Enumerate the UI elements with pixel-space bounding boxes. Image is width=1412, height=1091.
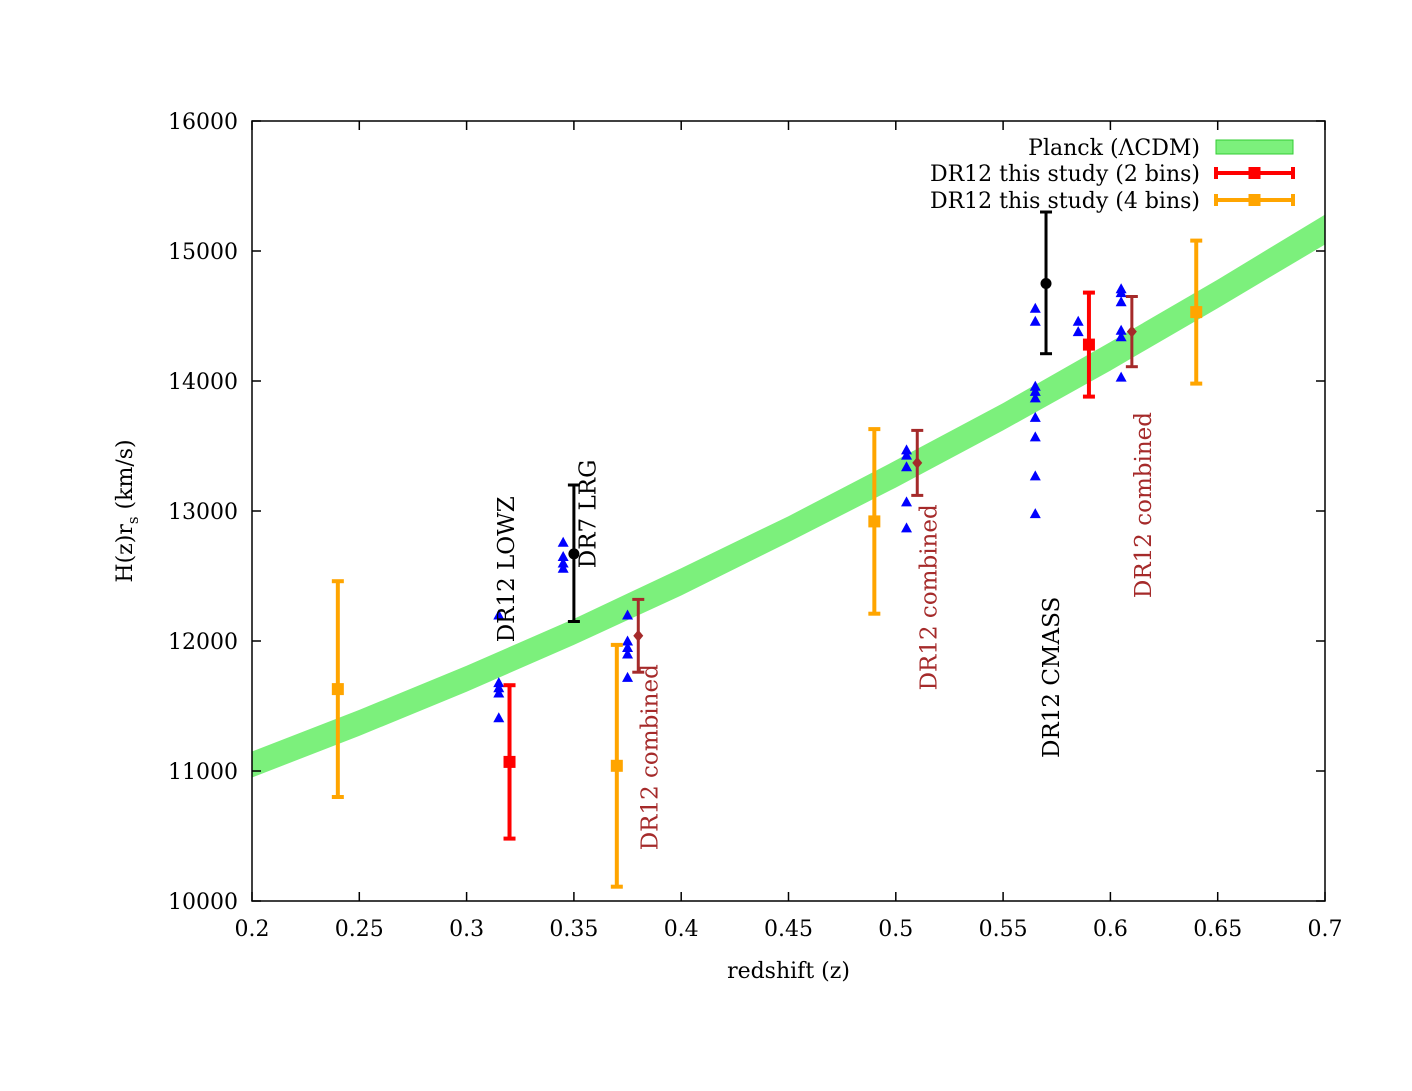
blue-triangle-marker-25 bbox=[1029, 431, 1041, 442]
blue-triangle-marker-15 bbox=[901, 449, 913, 460]
blue-triangle-marker-19 bbox=[1029, 302, 1041, 313]
blue-triangle-marker-31 bbox=[1115, 287, 1127, 298]
y-tick-label-6: 16000 bbox=[168, 110, 238, 135]
blue-triangle-marker-12 bbox=[622, 648, 634, 659]
x-tick-label-5: 0.45 bbox=[764, 917, 813, 942]
y-axis-label: H(z)rs (km/s) bbox=[113, 439, 142, 582]
x-tick-label-7: 0.55 bbox=[979, 917, 1028, 942]
legend-label-four-bins: DR12 this study (4 bins) bbox=[930, 189, 1200, 214]
four-bins-point-1 bbox=[610, 759, 623, 772]
leg-sym2-marker bbox=[1248, 167, 1261, 179]
blue-triangle-marker-34 bbox=[1115, 331, 1127, 342]
two-bins-point-1 bbox=[1082, 338, 1095, 351]
two-bins-point-0 bbox=[503, 755, 516, 768]
annotation-3: DR12 combined bbox=[917, 504, 943, 690]
blue-triangle-marker-23 bbox=[1029, 392, 1041, 403]
blue-triangle-marker-4 bbox=[493, 712, 505, 723]
annotation-2: DR12 combined bbox=[638, 664, 664, 850]
y-tick-label-0: 10000 bbox=[168, 890, 238, 915]
x-tick-label-9: 0.65 bbox=[1193, 917, 1242, 942]
x-tick-label-10: 0.7 bbox=[1308, 917, 1343, 942]
x-tick-label-2: 0.3 bbox=[449, 917, 484, 942]
annotation-0: DR12 LOWZ bbox=[494, 496, 520, 642]
black-point-0 bbox=[568, 548, 580, 560]
blue-triangle-marker-16 bbox=[901, 461, 913, 472]
blue-triangle-marker-2 bbox=[493, 682, 505, 693]
plot-frame bbox=[251, 120, 1326, 902]
combined-point-2 bbox=[1126, 325, 1137, 338]
blue-triangle-marker-11 bbox=[622, 642, 634, 652]
combined-point-0 bbox=[633, 629, 644, 642]
tick-layer: 0.2 0.25 0.3 0.35 0.4 0.45 0.5 0.55 0.6 0.65 0.7 10… bbox=[168, 110, 1343, 942]
data-layer bbox=[331, 210, 1203, 889]
blue-triangle-marker-24 bbox=[1029, 411, 1041, 422]
y-axis-label-unit: (km/s) bbox=[113, 439, 138, 516]
blue-triangle-marker-10 bbox=[622, 635, 634, 646]
x-tick-label-8: 0.6 bbox=[1093, 917, 1128, 942]
blue-triangle-marker-7 bbox=[557, 557, 569, 568]
four-bins-point-3 bbox=[1190, 306, 1203, 319]
blue-triangle-marker-35 bbox=[1115, 371, 1127, 382]
x-tick-label-4: 0.4 bbox=[664, 917, 699, 942]
y-axis-label-subscript: s bbox=[124, 516, 142, 524]
blue-triangle-marker-13 bbox=[622, 671, 634, 682]
x-tick-label-6: 0.5 bbox=[878, 917, 913, 942]
y-tick-label-1: 11000 bbox=[168, 760, 238, 785]
blue-triangle-marker-20 bbox=[1029, 315, 1041, 326]
planck-band bbox=[252, 214, 1325, 778]
blue-triangle-marker-1 bbox=[493, 677, 505, 688]
legend: Planck (ΛCDM) DR12 this study (2 bins) D… bbox=[930, 136, 1295, 214]
annotation-4: DR12 CMASS bbox=[1039, 597, 1065, 758]
black-point-1 bbox=[1040, 278, 1052, 289]
blue-triangle-marker-28 bbox=[1072, 315, 1084, 326]
annotation-5: DR12 combined bbox=[1131, 412, 1157, 598]
blue-triangle-marker-26 bbox=[1029, 470, 1041, 481]
y-tick-label-5: 15000 bbox=[168, 240, 238, 265]
blue-triangle-marker-22 bbox=[1029, 385, 1041, 396]
blue-triangle-marker-29 bbox=[1072, 326, 1084, 337]
annotation-1: DR7 LRG bbox=[575, 460, 601, 569]
y-tick-label-2: 12000 bbox=[168, 630, 238, 655]
blue-triangle-marker-9 bbox=[622, 609, 634, 620]
y-tick-label-3: 13000 bbox=[168, 500, 238, 525]
y-axis-label-main: H(z)r bbox=[113, 524, 138, 583]
blue-triangle-marker-21 bbox=[1029, 380, 1041, 391]
blue-triangle-marker-5 bbox=[557, 536, 569, 547]
blue-triangle-marker-32 bbox=[1115, 296, 1127, 307]
y-tick-label-4: 14000 bbox=[168, 370, 238, 395]
four-bins-point-2 bbox=[868, 515, 881, 528]
leg-sym3-marker bbox=[1248, 194, 1261, 206]
blue-triangle-marker-27 bbox=[1029, 508, 1041, 519]
four-bins-point-0 bbox=[331, 683, 344, 696]
blue-triangle-marker-33 bbox=[1115, 324, 1127, 335]
blue-triangle-marker-3 bbox=[493, 687, 505, 698]
blue-triangle-marker-18 bbox=[901, 522, 913, 533]
combined-point-1 bbox=[912, 456, 923, 469]
legend-symbol-two-bins bbox=[1214, 167, 1295, 179]
blue-triangle-marker-0 bbox=[493, 609, 505, 620]
planck-band-layer bbox=[252, 214, 1325, 778]
blue-triangle-marker-8 bbox=[557, 562, 569, 573]
legend-swatch-planck bbox=[1215, 139, 1294, 155]
x-tick-label-3: 0.35 bbox=[549, 917, 598, 942]
legend-symbol-four-bins bbox=[1214, 194, 1295, 206]
blue-triangle-marker-17 bbox=[901, 496, 913, 507]
x-tick-label-1: 0.25 bbox=[335, 917, 384, 942]
x-tick-label-0: 0.2 bbox=[235, 917, 270, 942]
legend-label-planck: Planck (ΛCDM) bbox=[1028, 136, 1200, 161]
x-axis-label: redshift (z) bbox=[727, 959, 850, 984]
annotation-layer: DR12 LOWZ DR7 LRG DR12 combined DR12 combin… bbox=[494, 412, 1157, 851]
legend-label-two-bins: DR12 this study (2 bins) bbox=[930, 162, 1200, 187]
blue-triangle-marker-14 bbox=[901, 444, 913, 455]
blue-triangle-marker-6 bbox=[557, 551, 569, 561]
